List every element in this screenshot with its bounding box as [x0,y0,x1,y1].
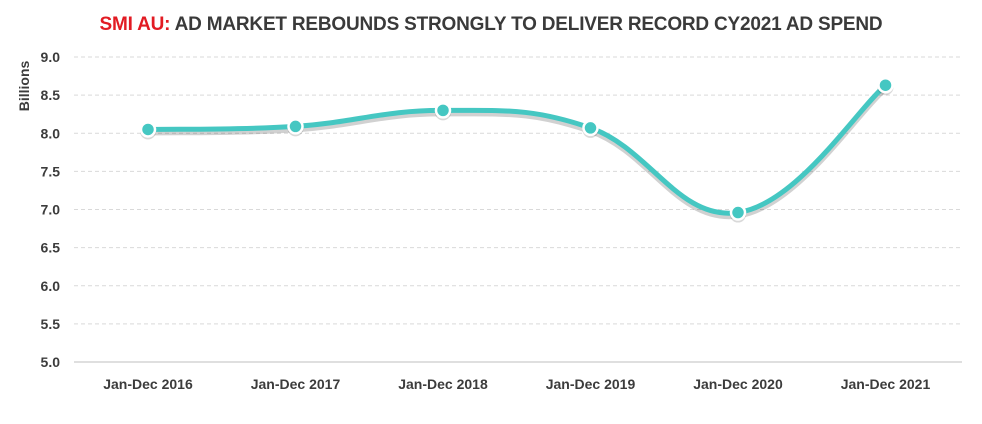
x-tick-label: Jan-Dec 2020 [693,376,783,392]
data-point [287,118,304,135]
x-tick-label: Jan-Dec 2019 [546,376,636,392]
y-tick-label: 8.0 [41,125,61,141]
y-tick-label: 9.0 [41,49,61,65]
y-tick-label: 5.5 [41,316,61,332]
x-tick-label: Jan-Dec 2017 [251,376,341,392]
series-line-shadow [145,85,889,220]
data-point [729,204,747,221]
series-group [139,76,894,223]
data-point [139,121,157,138]
data-point [582,119,599,137]
x-tick-label: Jan-Dec 2021 [841,376,931,392]
x-axis-ticks: Jan-Dec 2016 Jan-Dec 2017 Jan-Dec 2018 Jan-… [103,376,930,392]
data-point [434,102,452,119]
y-tick-label: 7.0 [41,202,61,218]
chart-title-text: AD MARKET REBOUNDS STRONGLY TO DELIVER R… [174,14,883,35]
series-line [145,82,888,216]
chart-title: SMI AU: AD MARKET REBOUNDS STRONGLY TO D… [0,14,982,36]
y-tick-label: 5.0 [41,354,61,370]
y-tick-label: 6.5 [41,240,61,256]
x-tick-label: Jan-Dec 2016 [103,376,193,392]
y-tick-label: 8.5 [41,87,61,103]
chart-title-brand: SMI AU: [99,14,171,35]
y-axis-ticks: 5.0 5.5 6.0 6.5 7.0 7.5 8.0 8.5 9.0 [41,49,61,370]
y-axis-label: Billions [16,61,32,112]
grid-lines [74,56,962,325]
data-point [877,76,894,94]
y-tick-label: 7.5 [41,163,61,179]
y-tick-label: 6.0 [41,278,61,294]
x-tick-label: Jan-Dec 2018 [398,376,488,392]
